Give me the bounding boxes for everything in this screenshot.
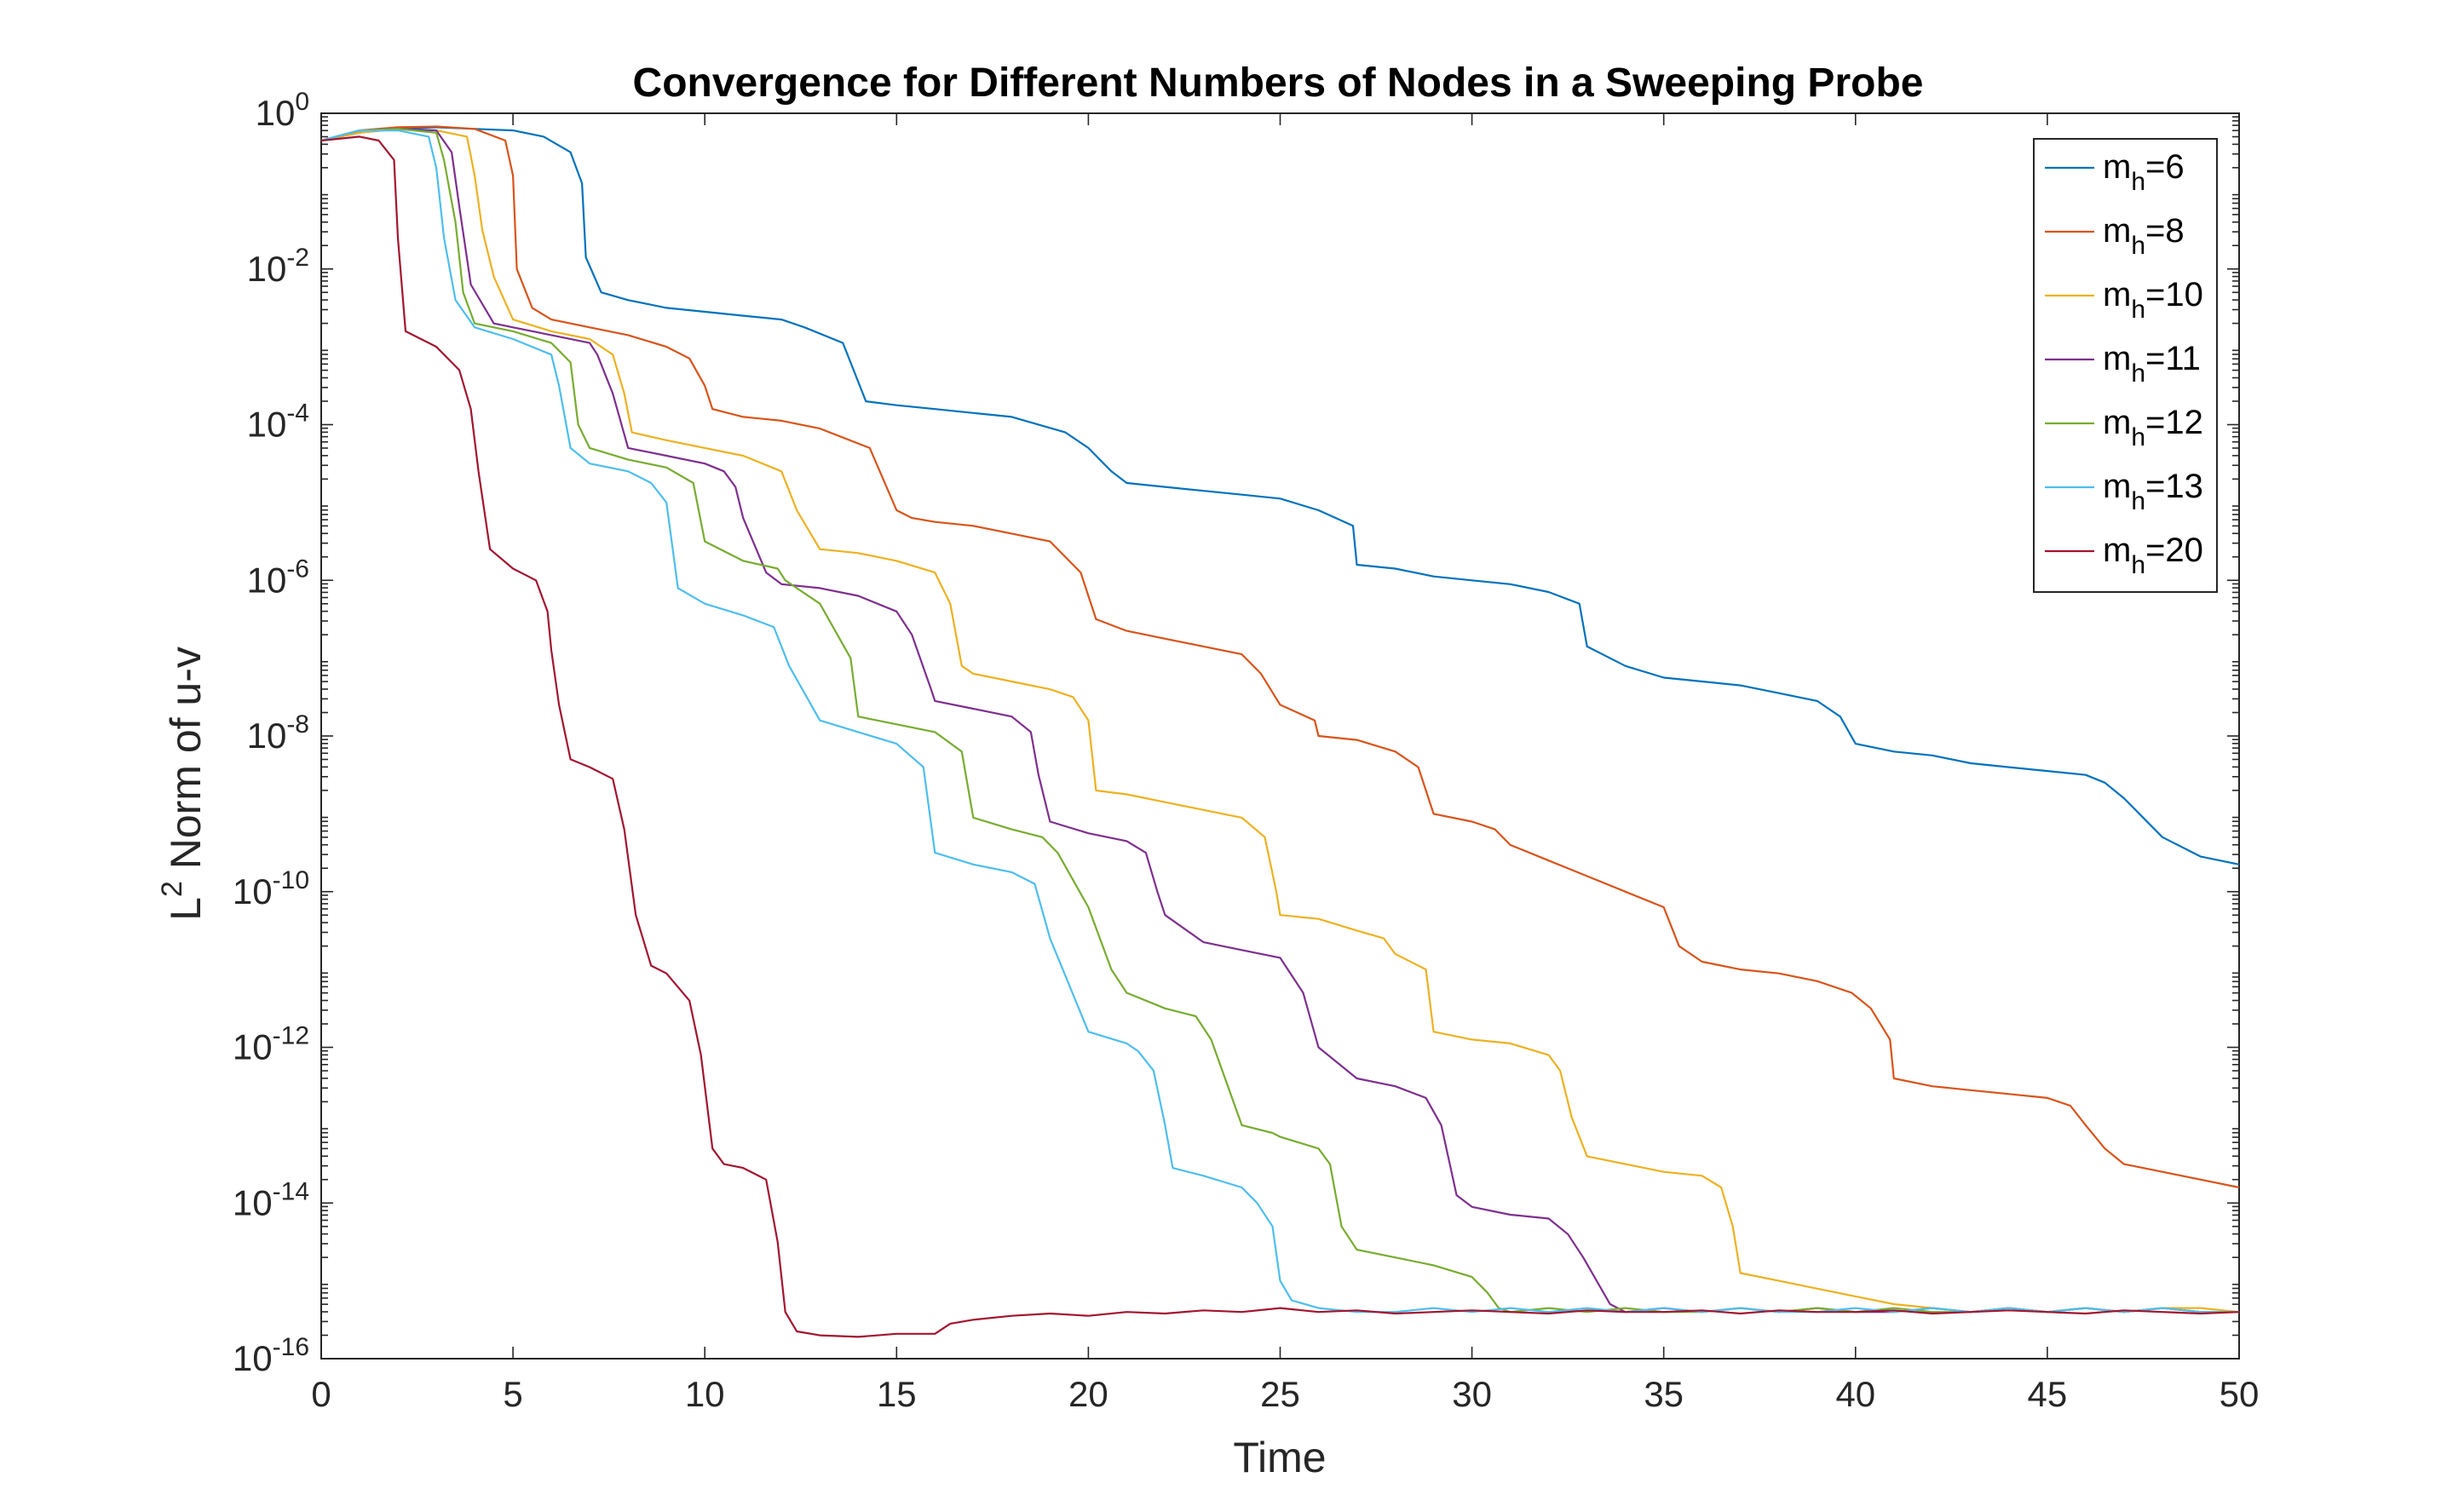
legend-item: mh=20 <box>2045 532 2203 579</box>
legend-label-main: m <box>2103 532 2131 569</box>
legend-label: mh=6 <box>2103 148 2185 196</box>
legend-label-tail: =13 <box>2145 468 2203 505</box>
x-tick-label: 30 <box>1452 1374 1492 1414</box>
y-tick-base: 10 <box>247 560 287 600</box>
legend-label: mh=10 <box>2103 276 2203 324</box>
legend-item: mh=12 <box>2045 404 2203 451</box>
series-line-m-h-8 <box>320 125 2240 1189</box>
legend-label-main: m <box>2103 212 2131 250</box>
y-tick-label: 100 <box>256 88 309 133</box>
y-tick-label: 10-14 <box>233 1177 309 1222</box>
y-tick-label: 10-10 <box>233 866 309 911</box>
y-tick-label: 10-16 <box>233 1333 309 1378</box>
legend-label-subscript: h <box>2131 359 2145 388</box>
legend-label: mh=20 <box>2103 532 2203 579</box>
y-tick-exponent: -4 <box>286 400 309 428</box>
legend-item: mh=8 <box>2045 212 2185 260</box>
x-tick-label: 35 <box>1644 1374 1684 1414</box>
legend-label: mh=8 <box>2103 212 2185 260</box>
x-tick-labels: 0 5 10 15 20 25 30 35 40 45 50 <box>311 1374 2259 1414</box>
y-tick-label: 10-2 <box>247 244 309 289</box>
y-tick-exponent: -12 <box>273 1022 309 1050</box>
y-tick-base: 10 <box>247 405 287 445</box>
legend-label-subscript: h <box>2131 487 2145 515</box>
series-line-m-h-12 <box>320 128 2239 1314</box>
chart-title: Convergence for Different Numbers of Nod… <box>633 60 1924 106</box>
x-tick-label: 45 <box>2028 1374 2068 1414</box>
legend-item: mh=11 <box>2045 340 2201 388</box>
x-tick-label: 15 <box>877 1374 917 1414</box>
legend-label-tail: =11 <box>2145 340 2201 377</box>
y-axis-label: L2 Norm of u-v <box>156 647 210 921</box>
y-tick-label: 10-8 <box>247 710 309 756</box>
legend-label-main: m <box>2103 148 2131 186</box>
y-tick-exponent: -16 <box>273 1333 309 1361</box>
legend-label-main: m <box>2103 468 2131 505</box>
x-axis-label: Time <box>1233 1434 1326 1481</box>
y-tick-exponent: -6 <box>286 555 309 583</box>
legend-label: mh=11 <box>2103 340 2201 388</box>
legend-item: mh=6 <box>2045 148 2185 196</box>
y-tick-base: 10 <box>233 1182 273 1222</box>
legend-label-subscript: h <box>2131 296 2145 324</box>
legend-label-tail: =20 <box>2145 532 2203 569</box>
legend-label-tail: =12 <box>2145 404 2203 441</box>
y-tick-base: 10 <box>233 1338 273 1378</box>
series-lines <box>320 125 2240 1338</box>
series-line-m-h-6 <box>320 126 2240 865</box>
series-line-m-h-20 <box>320 135 2240 1338</box>
y-axis-label-base: L <box>162 897 210 921</box>
y-tick-exponent: 0 <box>295 88 309 116</box>
series-line-m-h-10 <box>320 128 2240 1314</box>
y-tick-base: 10 <box>233 871 273 911</box>
y-tick-exponent: -8 <box>286 710 309 739</box>
x-tick-label: 20 <box>1068 1374 1108 1414</box>
x-tick-label: 50 <box>2220 1374 2260 1414</box>
y-tick-base: 10 <box>247 249 287 289</box>
legend-label-subscript: h <box>2131 423 2145 451</box>
legend-item: mh=10 <box>2045 276 2203 324</box>
y-tick-label: 10-4 <box>247 400 309 445</box>
legend-label-tail: =10 <box>2145 276 2203 313</box>
y-tick-base: 10 <box>233 1027 273 1067</box>
legend-label: mh=13 <box>2103 468 2203 515</box>
legend-item: mh=13 <box>2045 468 2203 515</box>
x-tick-label: 0 <box>311 1374 331 1414</box>
y-axis-label-rest: Norm of u-v <box>162 647 210 881</box>
legend-label-main: m <box>2103 404 2131 441</box>
y-tick-base: 10 <box>247 716 287 756</box>
y-tick-exponent: -2 <box>286 244 309 272</box>
y-tick-exponent: -14 <box>273 1177 309 1205</box>
legend-label-subscript: h <box>2131 232 2145 260</box>
x-tick-label: 40 <box>1835 1374 1875 1414</box>
y-tick-exponent: -10 <box>273 866 309 894</box>
y-axis-label-superscript: 2 <box>156 881 188 897</box>
axis-ticks <box>320 112 2240 1360</box>
x-tick-label: 5 <box>503 1374 522 1414</box>
y-tick-label: 10-12 <box>233 1022 309 1067</box>
legend-label: mh=12 <box>2103 404 2203 451</box>
legend-label-tail: =6 <box>2145 148 2185 186</box>
x-tick-label: 10 <box>685 1374 725 1414</box>
legend-label-tail: =8 <box>2145 212 2185 250</box>
y-tick-label: 10-6 <box>247 555 309 600</box>
legend-label-main: m <box>2103 276 2131 313</box>
legend-label-subscript: h <box>2131 551 2145 579</box>
y-tick-base: 10 <box>256 93 296 133</box>
legend-label-main: m <box>2103 340 2131 377</box>
legend-label-subscript: h <box>2131 168 2145 196</box>
x-tick-label: 25 <box>1260 1374 1300 1414</box>
legend-box <box>2033 138 2218 593</box>
